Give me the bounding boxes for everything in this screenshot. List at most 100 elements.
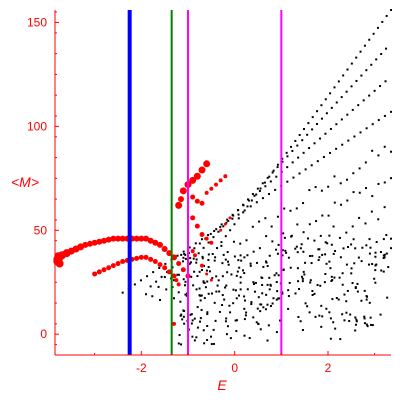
black-point [358,167,361,170]
black-point [190,313,193,316]
black-point [371,195,374,198]
black-point [358,216,361,219]
black-point [215,290,218,293]
black-point [365,295,368,298]
black-point [253,290,256,293]
black-point [325,112,328,115]
black-point [226,218,229,221]
black-point [199,294,202,297]
black-point [268,254,271,257]
black-point [232,288,235,291]
black-point [276,166,279,169]
black-point [371,149,374,152]
black-point [217,279,220,282]
black-point [379,85,382,88]
black-point [266,176,269,179]
black-point [373,89,376,92]
black-point [329,267,332,270]
black-point [360,260,363,263]
black-point [319,234,322,237]
y-tick-label: 0 [40,327,47,341]
black-point [209,232,212,235]
black-point [265,235,268,238]
black-point [355,323,358,326]
black-point [309,279,312,282]
black-point [189,313,192,316]
black-point [311,294,314,297]
black-point [252,281,255,284]
black-point [287,307,290,310]
black-point [299,320,302,323]
black-point [195,288,198,291]
red-point [194,198,200,204]
black-point [292,176,295,179]
black-point [181,260,184,263]
black-point [146,275,149,278]
black-point [273,274,276,277]
black-point [364,161,367,164]
black-point [350,272,353,275]
black-point [179,300,182,303]
black-point [341,143,344,146]
black-point [262,306,265,309]
black-point [220,244,223,247]
black-point [198,270,201,273]
black-point [210,335,213,338]
black-point [155,280,158,283]
black-point [307,122,310,125]
black-point [222,253,225,256]
black-point [235,330,238,333]
black-point [345,311,348,314]
black-point [235,297,238,300]
black-point [222,225,225,228]
black-point [212,328,215,331]
red-point [106,265,112,271]
black-point [257,322,260,325]
black-point [379,313,382,316]
black-point [350,85,353,88]
black-point [307,237,310,240]
black-point [226,271,229,274]
black-point [385,47,388,50]
black-point [365,69,368,72]
red-point [101,237,107,244]
black-point [226,325,229,328]
black-point [331,298,334,301]
black-point [302,202,305,205]
black-point [200,238,203,241]
black-point [316,110,319,113]
black-point [376,26,379,29]
red-point [172,321,176,326]
black-point [207,253,210,256]
black-point [340,203,343,206]
black-point [198,287,201,290]
black-point [324,241,327,244]
black-point [275,248,278,251]
black-point [324,253,327,256]
black-point [365,323,368,326]
black-point [152,271,155,274]
black-point [268,288,271,291]
black-point [282,232,285,235]
black-point [246,288,249,291]
black-point [213,259,216,262]
black-point [145,293,147,296]
black-point [374,269,377,272]
black-point [294,247,297,250]
black-point [221,275,224,278]
black-point [216,247,219,250]
black-point [193,247,196,250]
red-point [193,172,201,180]
black-point [327,185,330,188]
black-point [212,342,215,345]
black-point [207,266,210,269]
x-axis-title: E [217,377,227,393]
black-point [149,285,152,288]
black-point [272,169,275,172]
black-point [281,254,284,257]
red-point [199,231,205,237]
black-point [192,284,195,287]
black-point [318,314,321,317]
black-point [316,284,319,287]
